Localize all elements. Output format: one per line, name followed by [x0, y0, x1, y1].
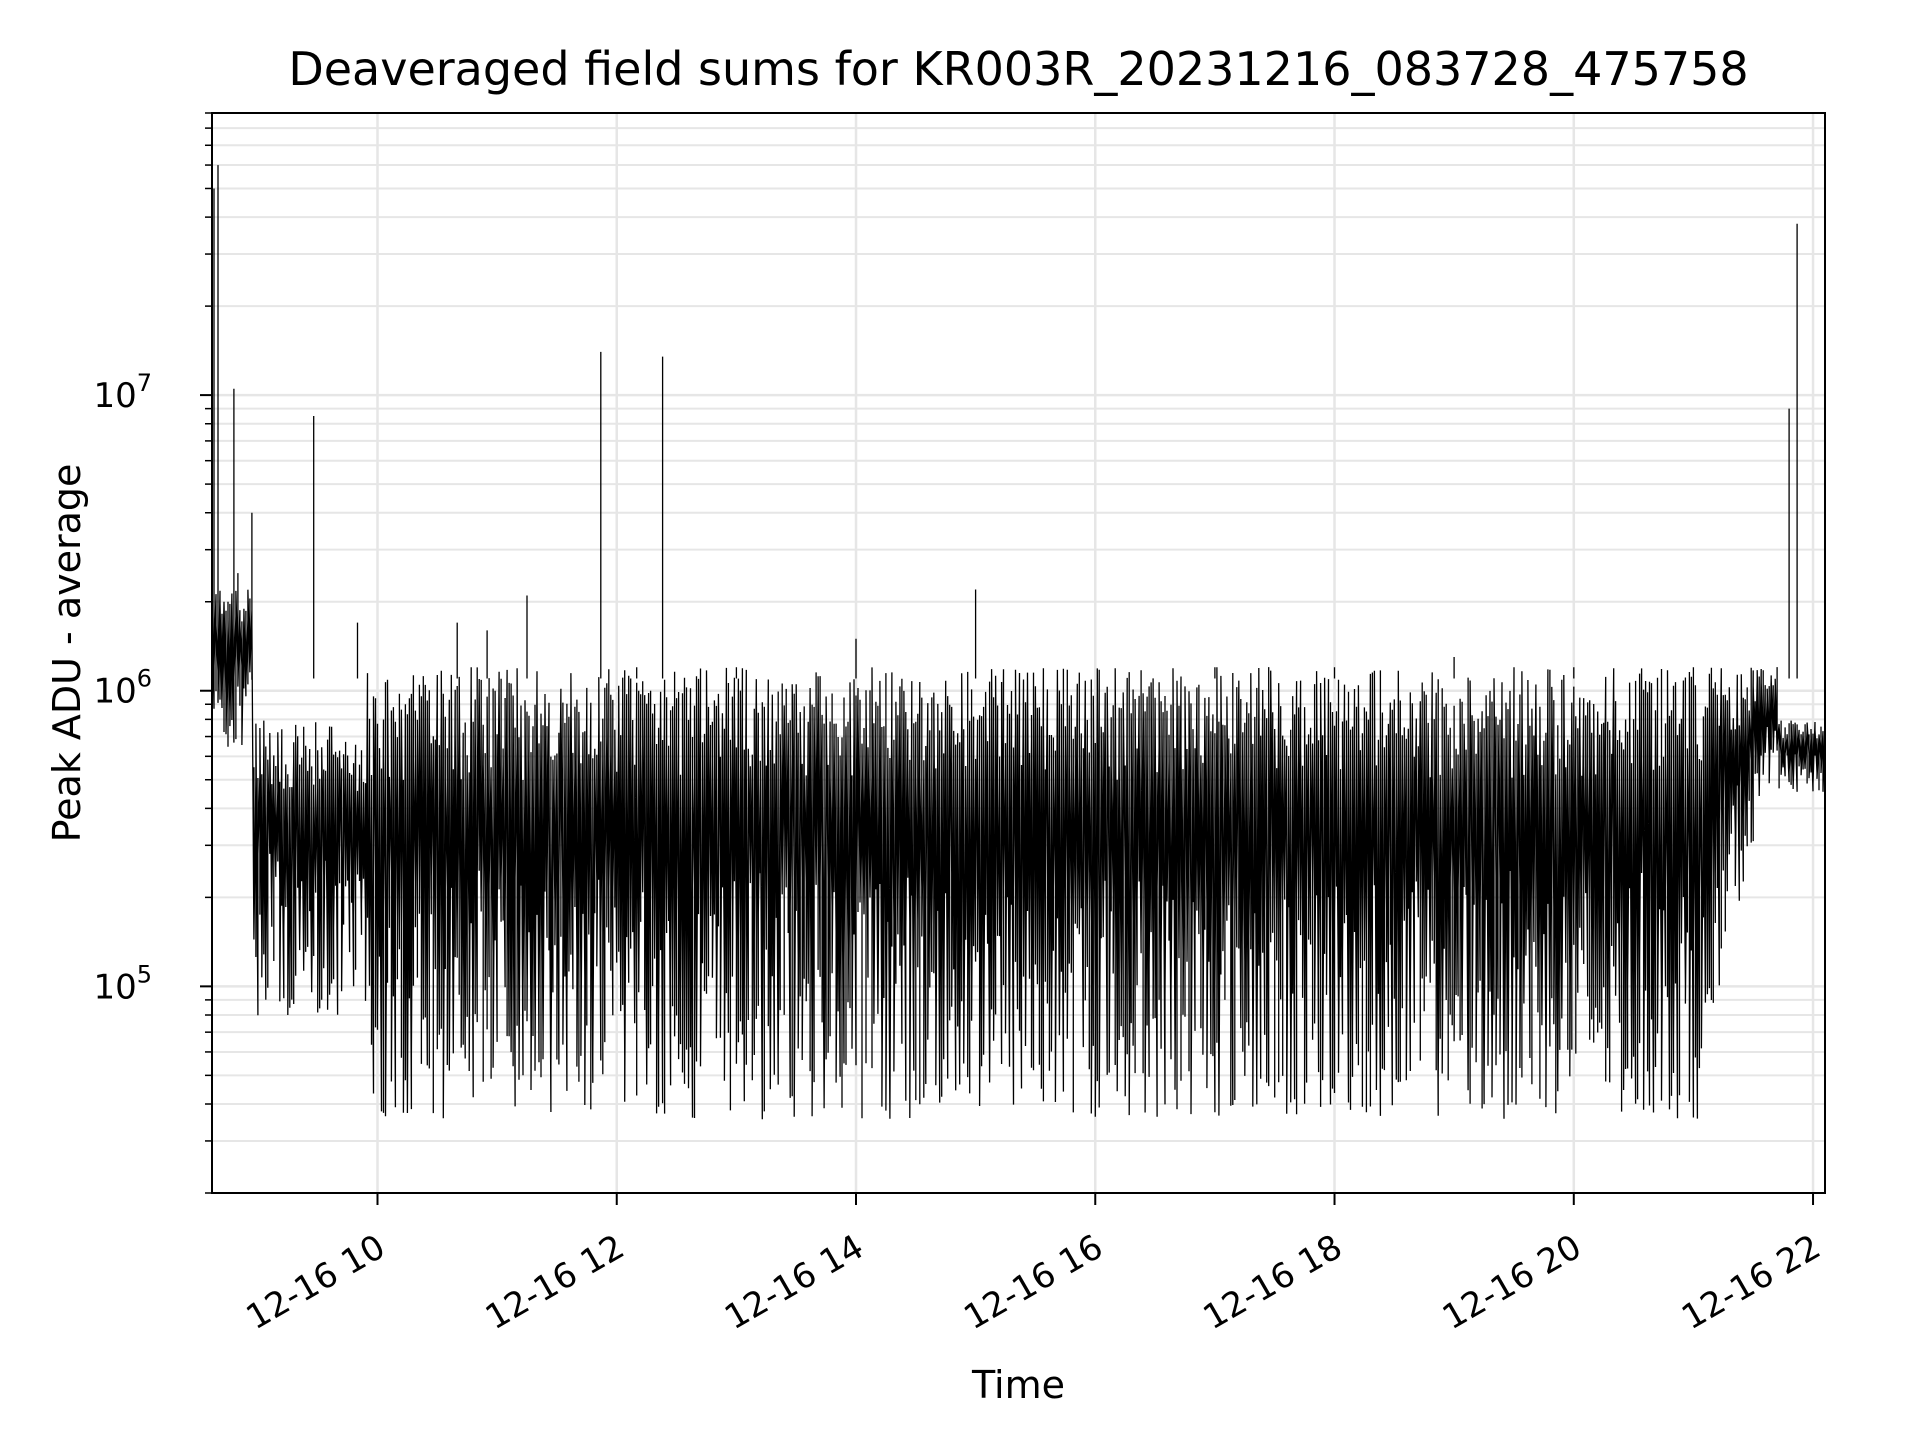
y-tick-label: 107 — [93, 369, 152, 416]
y-tick-label-exponent: 7 — [137, 369, 152, 397]
y-tick-label-base: 10 — [93, 376, 136, 416]
y-axis-label: Peak ADU - average — [45, 464, 89, 843]
y-tick-label: 106 — [93, 665, 152, 712]
y-tick-label: 105 — [93, 960, 152, 1007]
y-tick-label-base: 10 — [93, 672, 136, 712]
axes-frame — [211, 112, 1826, 1194]
chart-title: Deaveraged field sums for KR003R_2023121… — [288, 42, 1748, 96]
y-tick-label-exponent: 5 — [137, 960, 152, 988]
x-axis-label: Time — [971, 1363, 1065, 1407]
y-tick-label-base: 10 — [93, 967, 136, 1007]
y-tick-label-exponent: 6 — [137, 665, 152, 693]
